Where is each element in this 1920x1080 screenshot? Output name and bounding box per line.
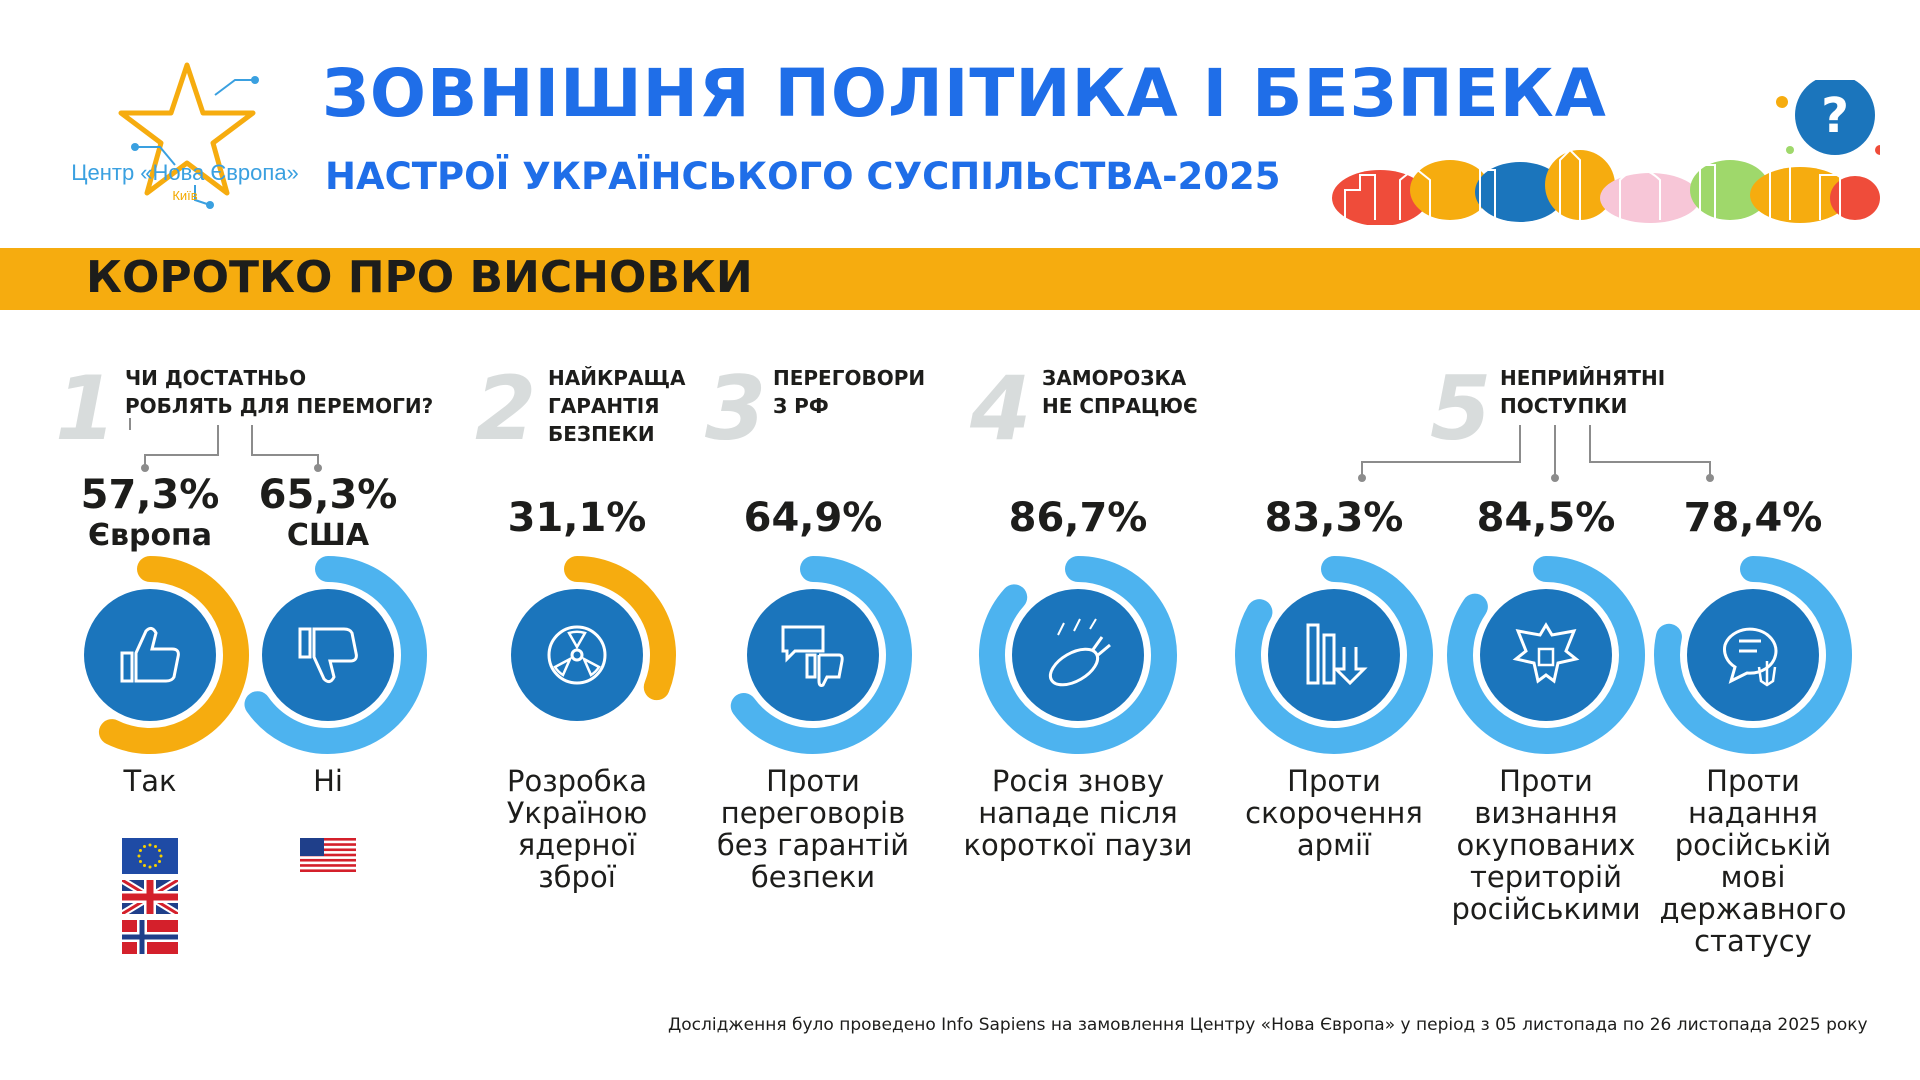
- logo-city: Київ: [172, 188, 198, 203]
- summary-band: [0, 248, 1920, 310]
- stat-ring-2: [511, 556, 676, 721]
- stat-usa-percent: 65,3%: [258, 472, 398, 518]
- uk-flag-icon: [122, 880, 178, 914]
- stat-territories-percent: 84,5%: [1476, 495, 1616, 541]
- page-subtitle: НАСТРОЇ УКРАЇНСЬКОГО СУСПІЛЬСТВА-2025: [325, 155, 1281, 198]
- svg-text:?: ?: [1821, 88, 1849, 144]
- stat-army-caption: Проти скорочення армії: [1245, 764, 1423, 862]
- stat-ring-arc-2: [564, 556, 676, 701]
- stat-europe-caption: Так: [123, 764, 177, 798]
- stat-ring-center-6: [1480, 589, 1612, 721]
- section-1-title: ЧИ ДОСТАТНЬО РОБЛЯТЬ ДЛЯ ПЕРЕМОГИ?: [125, 366, 434, 418]
- stat-ring-center-7: [1687, 589, 1819, 721]
- page-title: ЗОВНІШНЯ ПОЛІТИКА І БЕЗПЕКА: [322, 55, 1607, 132]
- stat-ring-7: [1654, 556, 1852, 754]
- section-4-title: ЗАМОРОЗКА НЕ СПРАЦЮЄ: [1042, 366, 1198, 418]
- stat-europe-percent: 57,3%: [80, 472, 220, 518]
- stat-ring-6: [1447, 556, 1645, 754]
- stat-usa-caption: Ні: [313, 764, 343, 798]
- section-5-title: НЕПРИЙНЯТНІ ПОСТУПКИ: [1500, 366, 1666, 418]
- city-skyline-illustration: ?: [1332, 80, 1880, 225]
- stat-ring-3: [730, 556, 912, 754]
- us-flag-icon: [300, 838, 356, 872]
- footer-note: Дослідження було проведено Info Sapiens …: [668, 1015, 1868, 1035]
- stat-usa-label: США: [286, 518, 370, 553]
- eagle-emblem-icon: [1512, 622, 1580, 684]
- stat-ring-5: [1235, 556, 1433, 754]
- stat-ring-arc-4: [979, 556, 1177, 754]
- norway-flag-icon: [122, 920, 178, 954]
- bomb-icon: [1048, 618, 1111, 687]
- stat-ring-arc-7: [1654, 556, 1852, 754]
- stat-europe-label: Європа: [87, 518, 213, 553]
- dialog-thumbs-down-icon: [781, 625, 844, 687]
- stat-ring-center-0: [84, 589, 216, 721]
- stat-ring-arc-0: [98, 556, 249, 754]
- stat-ring-arc-3: [730, 556, 912, 754]
- stat-ring-center-4: [1012, 589, 1144, 721]
- stat-ring-4: [979, 556, 1177, 754]
- stat-nuclear-caption: Розробка Україною ядерної зброї: [506, 764, 648, 894]
- stat-nuclear-percent: 31,1%: [507, 495, 647, 541]
- stat-negotiations-percent: 64,9%: [743, 495, 883, 541]
- stat-ring-arc-6: [1447, 556, 1645, 754]
- section-3-number: 3: [705, 357, 767, 460]
- stat-army-percent: 83,3%: [1264, 495, 1404, 541]
- logo-name: Центр «Нова Європа»: [71, 160, 299, 185]
- stat-freeze-percent: 86,7%: [1008, 495, 1148, 541]
- section-1-number: 1: [55, 357, 117, 460]
- stat-ring-arc-5: [1235, 556, 1433, 754]
- stat-language-caption: Проти надання російській мові державного стат…: [1659, 764, 1847, 958]
- stat-ring-center-2: [511, 589, 643, 721]
- summary-band-title: КОРОТКО ПРО ВИСНОВКИ: [86, 252, 753, 303]
- section-4-number: 4: [970, 357, 1032, 460]
- stat-ring-arc-1: [244, 556, 427, 754]
- army-reduction-icon: [1306, 623, 1368, 686]
- nuclear-icon: [547, 625, 607, 685]
- stat-territories-caption: Проти визнання окупованих територій російськ…: [1451, 764, 1641, 926]
- stat-negotiations-caption: Проти переговорів без гарантій безпеки: [716, 764, 910, 894]
- thumbs-down-icon: [298, 627, 358, 684]
- stat-ring-1: [244, 556, 427, 754]
- stat-ring-0: [84, 556, 249, 754]
- thumbs-up-icon: [120, 626, 180, 683]
- star-logo-icon: [118, 62, 259, 209]
- section-5-number: 5: [1430, 357, 1492, 460]
- section-3-title: ПЕРЕГОВОРИ З РФ: [773, 366, 926, 418]
- section-2-title: НАЙКРАЩА ГАРАНТІЯ БЕЗПЕКИ: [548, 366, 686, 446]
- section-2-number: 2: [475, 357, 537, 460]
- eu-flag-icon: [122, 838, 178, 874]
- stat-language-percent: 78,4%: [1683, 495, 1823, 541]
- stat-freeze-caption: Росія знову нападе після короткої паузи: [963, 764, 1193, 862]
- stat-ring-center-1: [262, 589, 394, 721]
- language-trident-icon: [1723, 627, 1778, 687]
